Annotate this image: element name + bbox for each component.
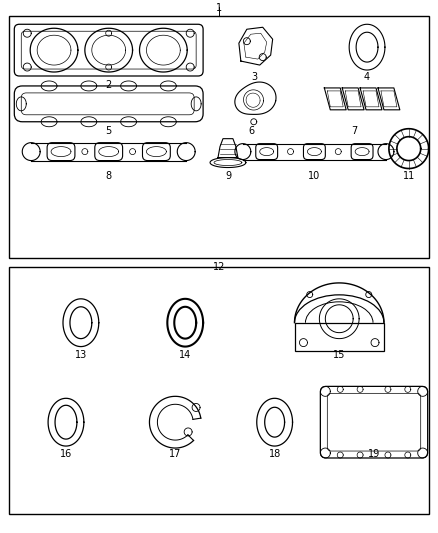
Text: 19: 19: [368, 449, 380, 459]
FancyBboxPatch shape: [142, 143, 170, 160]
Text: 13: 13: [75, 350, 87, 360]
Text: 8: 8: [106, 172, 112, 182]
FancyBboxPatch shape: [256, 144, 278, 159]
Bar: [294, 322, 384, 351]
Text: 14: 14: [179, 350, 191, 360]
Text: 2: 2: [106, 80, 112, 90]
Text: 5: 5: [106, 126, 112, 136]
Text: 17: 17: [169, 449, 181, 459]
Text: 9: 9: [225, 172, 231, 182]
Text: 1: 1: [216, 3, 222, 13]
Text: 11: 11: [403, 172, 415, 182]
FancyBboxPatch shape: [304, 144, 325, 159]
FancyBboxPatch shape: [351, 144, 373, 159]
Text: 18: 18: [268, 449, 281, 459]
Text: 10: 10: [308, 172, 321, 182]
Text: 4: 4: [364, 72, 370, 82]
Text: 7: 7: [351, 126, 357, 136]
Bar: [9, 17, 429, 258]
Bar: [9, 267, 429, 514]
FancyBboxPatch shape: [95, 143, 123, 160]
Text: 6: 6: [249, 126, 255, 136]
Text: 3: 3: [252, 72, 258, 82]
Text: 15: 15: [333, 350, 346, 360]
FancyBboxPatch shape: [47, 143, 75, 160]
Text: 16: 16: [60, 449, 72, 459]
Text: 12: 12: [213, 262, 225, 272]
